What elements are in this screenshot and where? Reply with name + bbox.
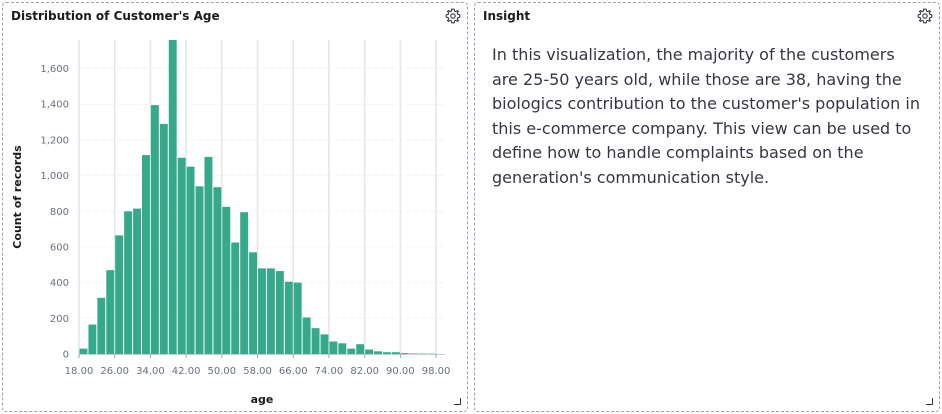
- histogram-bar: [195, 186, 204, 354]
- y-tick-label: 1,600: [40, 64, 69, 75]
- histogram-bar: [106, 270, 115, 354]
- chart-panel: Distribution of Customer's Age 18.00 26.0…: [2, 2, 468, 412]
- histogram-bar: [204, 156, 213, 354]
- histogram-bar: [249, 252, 258, 354]
- histogram-bar: [258, 268, 266, 354]
- histogram-bar: [293, 282, 302, 354]
- histogram-bar: [222, 206, 231, 354]
- x-tick-label: 58.00: [243, 366, 272, 377]
- gear-icon: [445, 8, 461, 24]
- histogram-bar: [186, 166, 195, 354]
- histogram-bar: [400, 353, 409, 354]
- x-tick-label: 74.00: [315, 366, 344, 377]
- histogram-bar: [79, 348, 88, 354]
- y-tick-label: 1,200: [40, 135, 69, 146]
- histogram-bar: [275, 271, 284, 354]
- histogram-bar: [374, 351, 383, 354]
- gear-icon: [917, 8, 933, 24]
- histogram-bar: [365, 349, 374, 354]
- y-tick-label: 200: [50, 314, 69, 325]
- y-tick-label: 400: [50, 278, 69, 289]
- histogram-bar: [97, 297, 106, 354]
- x-tick-label: 66.00: [279, 366, 308, 377]
- histogram-bar: [320, 334, 329, 354]
- histogram-bar: [150, 105, 159, 354]
- histogram-bar: [115, 235, 124, 354]
- histogram-bar: [284, 281, 293, 354]
- histogram-bar: [383, 352, 391, 354]
- x-tick-label: 26.00: [100, 366, 129, 377]
- histogram-bar: [240, 212, 249, 354]
- histogram-bar: [159, 123, 168, 355]
- resize-handle-icon[interactable]: [926, 398, 933, 405]
- histogram-bar: [133, 208, 141, 354]
- x-tick-label: 50.00: [208, 366, 237, 377]
- histogram-bar: [124, 211, 133, 354]
- insight-text: In this visualization, the majority of t…: [492, 45, 920, 187]
- histogram-bar: [302, 317, 311, 354]
- y-tick-label: 800: [50, 207, 69, 218]
- insight-panel: Insight In this visualization, the major…: [474, 2, 940, 412]
- histogram-bar: [347, 348, 356, 354]
- x-tick-label: 98.00: [422, 366, 451, 377]
- histogram-bar: [409, 353, 418, 354]
- chart-panel-title: Distribution of Customer's Age: [11, 9, 220, 23]
- y-axis-title: Count of records: [11, 145, 24, 249]
- histogram-bar: [231, 242, 240, 354]
- y-tick-label: 1,400: [40, 100, 69, 111]
- insight-settings-button[interactable]: [915, 6, 935, 26]
- resize-handle-icon[interactable]: [454, 398, 461, 405]
- histogram-bar: [391, 352, 400, 354]
- histogram-bar: [213, 187, 222, 354]
- y-tick-label: 0: [63, 350, 69, 361]
- histogram-bar: [168, 40, 177, 354]
- histogram-bar: [266, 268, 275, 354]
- histogram-bar: [141, 155, 150, 354]
- y-tick-label: 1,000: [40, 171, 69, 182]
- x-tick-label: 42.00: [172, 366, 201, 377]
- histogram-bar: [356, 344, 365, 354]
- y-tick-label: 600: [50, 242, 69, 253]
- x-tick-label: 18.00: [65, 366, 94, 377]
- histogram-bar: [177, 157, 186, 354]
- insight-panel-title: Insight: [483, 9, 531, 23]
- x-tick-label: 90.00: [386, 366, 415, 377]
- histogram-bar: [88, 324, 97, 354]
- chart-settings-button[interactable]: [443, 6, 463, 26]
- x-axis-title: age: [251, 393, 274, 406]
- x-tick-label: 82.00: [350, 366, 379, 377]
- histogram-bar: [338, 343, 347, 354]
- x-tick-label: 34.00: [136, 366, 165, 377]
- histogram-bar: [329, 341, 338, 354]
- histogram-chart: 18.00 26.00 34.00 42.00 50.00 58.00 66.00 74.00…: [11, 40, 451, 406]
- histogram-bar: [311, 328, 320, 354]
